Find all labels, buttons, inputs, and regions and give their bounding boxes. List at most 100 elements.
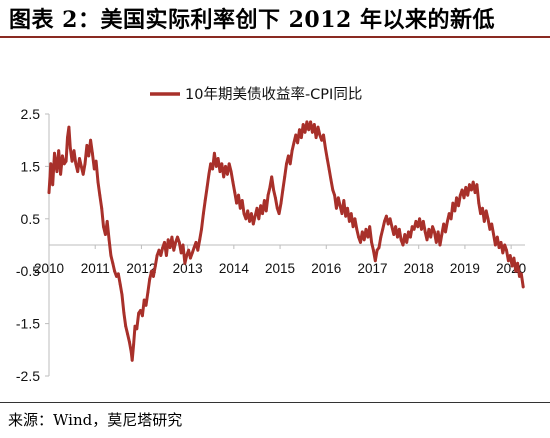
data-point xyxy=(67,125,71,129)
data-point xyxy=(508,254,512,257)
data-point xyxy=(163,241,166,244)
x-tick-label: 2013 xyxy=(173,261,203,276)
data-point xyxy=(202,212,205,216)
data-point xyxy=(338,204,342,208)
data-point xyxy=(172,248,176,252)
data-point xyxy=(150,269,154,273)
data-point xyxy=(327,167,331,171)
data-point xyxy=(113,269,116,273)
data-point xyxy=(109,254,113,257)
data-point xyxy=(325,157,329,160)
data-point xyxy=(427,227,431,231)
data-point xyxy=(503,243,507,247)
data-point xyxy=(346,206,349,210)
data-point xyxy=(364,227,368,231)
data-point xyxy=(290,149,294,153)
data-point xyxy=(375,248,379,252)
data-point xyxy=(510,264,514,268)
data-point xyxy=(153,264,157,268)
data-point xyxy=(181,243,185,247)
data-point xyxy=(74,162,78,166)
data-point xyxy=(266,193,270,197)
data-point xyxy=(253,214,257,218)
data-point xyxy=(168,246,172,250)
data-point xyxy=(189,256,192,260)
data-point xyxy=(122,311,126,315)
data-point xyxy=(403,233,407,236)
data-point xyxy=(62,162,66,166)
data-point xyxy=(475,183,479,187)
data-point xyxy=(436,230,440,234)
y-tick-label: 0.5 xyxy=(21,211,41,227)
data-point xyxy=(55,170,59,174)
data-point xyxy=(383,220,386,223)
data-point xyxy=(386,222,390,226)
data-point xyxy=(216,157,220,160)
data-point xyxy=(362,238,366,242)
data-point xyxy=(481,206,484,210)
data-point xyxy=(68,146,72,150)
data-point xyxy=(505,248,508,252)
data-point xyxy=(373,259,377,263)
data-point xyxy=(495,235,499,239)
data-point xyxy=(224,165,227,168)
data-point xyxy=(250,212,253,216)
data-point xyxy=(377,246,381,250)
data-point xyxy=(405,241,409,244)
data-point xyxy=(516,261,519,265)
data-point xyxy=(455,196,458,200)
data-point xyxy=(486,217,490,221)
data-point xyxy=(359,241,362,244)
data-point xyxy=(170,235,174,239)
data-point xyxy=(102,225,105,229)
data-point xyxy=(200,227,203,231)
x-tick-label: 2018 xyxy=(404,261,434,276)
data-point xyxy=(277,212,281,216)
data-point xyxy=(61,154,64,158)
data-point xyxy=(303,130,307,134)
data-point xyxy=(246,209,250,213)
data-point xyxy=(316,125,320,129)
data-point xyxy=(407,230,410,234)
legend-label: 10年期美债收益率-CPI同比 xyxy=(185,86,362,103)
x-tick-label: 2012 xyxy=(126,261,156,276)
data-point xyxy=(477,201,481,205)
y-tick-label: 1.5 xyxy=(21,158,41,174)
data-point xyxy=(47,191,51,195)
data-point xyxy=(176,235,179,239)
data-point xyxy=(85,144,89,147)
data-point xyxy=(213,151,216,155)
data-point xyxy=(333,193,336,197)
x-tick-label: 2010 xyxy=(34,261,64,276)
data-point xyxy=(89,138,92,142)
data-point xyxy=(70,159,74,163)
data-point xyxy=(433,230,436,234)
data-point xyxy=(98,193,102,197)
data-point xyxy=(458,193,462,197)
data-point xyxy=(444,230,447,234)
data-point xyxy=(381,227,385,231)
data-point xyxy=(499,241,503,244)
data-point xyxy=(329,178,333,181)
data-point xyxy=(91,151,94,155)
data-point xyxy=(238,206,242,210)
data-point xyxy=(360,230,364,234)
data-point xyxy=(307,128,311,132)
data-point xyxy=(115,275,118,278)
data-point xyxy=(414,220,418,223)
data-point xyxy=(372,248,375,252)
data-point xyxy=(231,180,235,184)
data-point xyxy=(420,227,423,231)
data-point xyxy=(214,165,218,168)
data-point xyxy=(226,172,229,176)
data-point xyxy=(83,162,87,166)
data-point xyxy=(120,293,124,297)
source-note: 来源：Wind，莫尼塔研究 xyxy=(8,411,183,429)
data-point xyxy=(294,133,298,137)
data-point xyxy=(174,241,178,244)
data-point xyxy=(94,159,98,163)
data-point xyxy=(353,217,357,221)
data-point xyxy=(275,206,279,210)
data-point xyxy=(57,149,61,153)
